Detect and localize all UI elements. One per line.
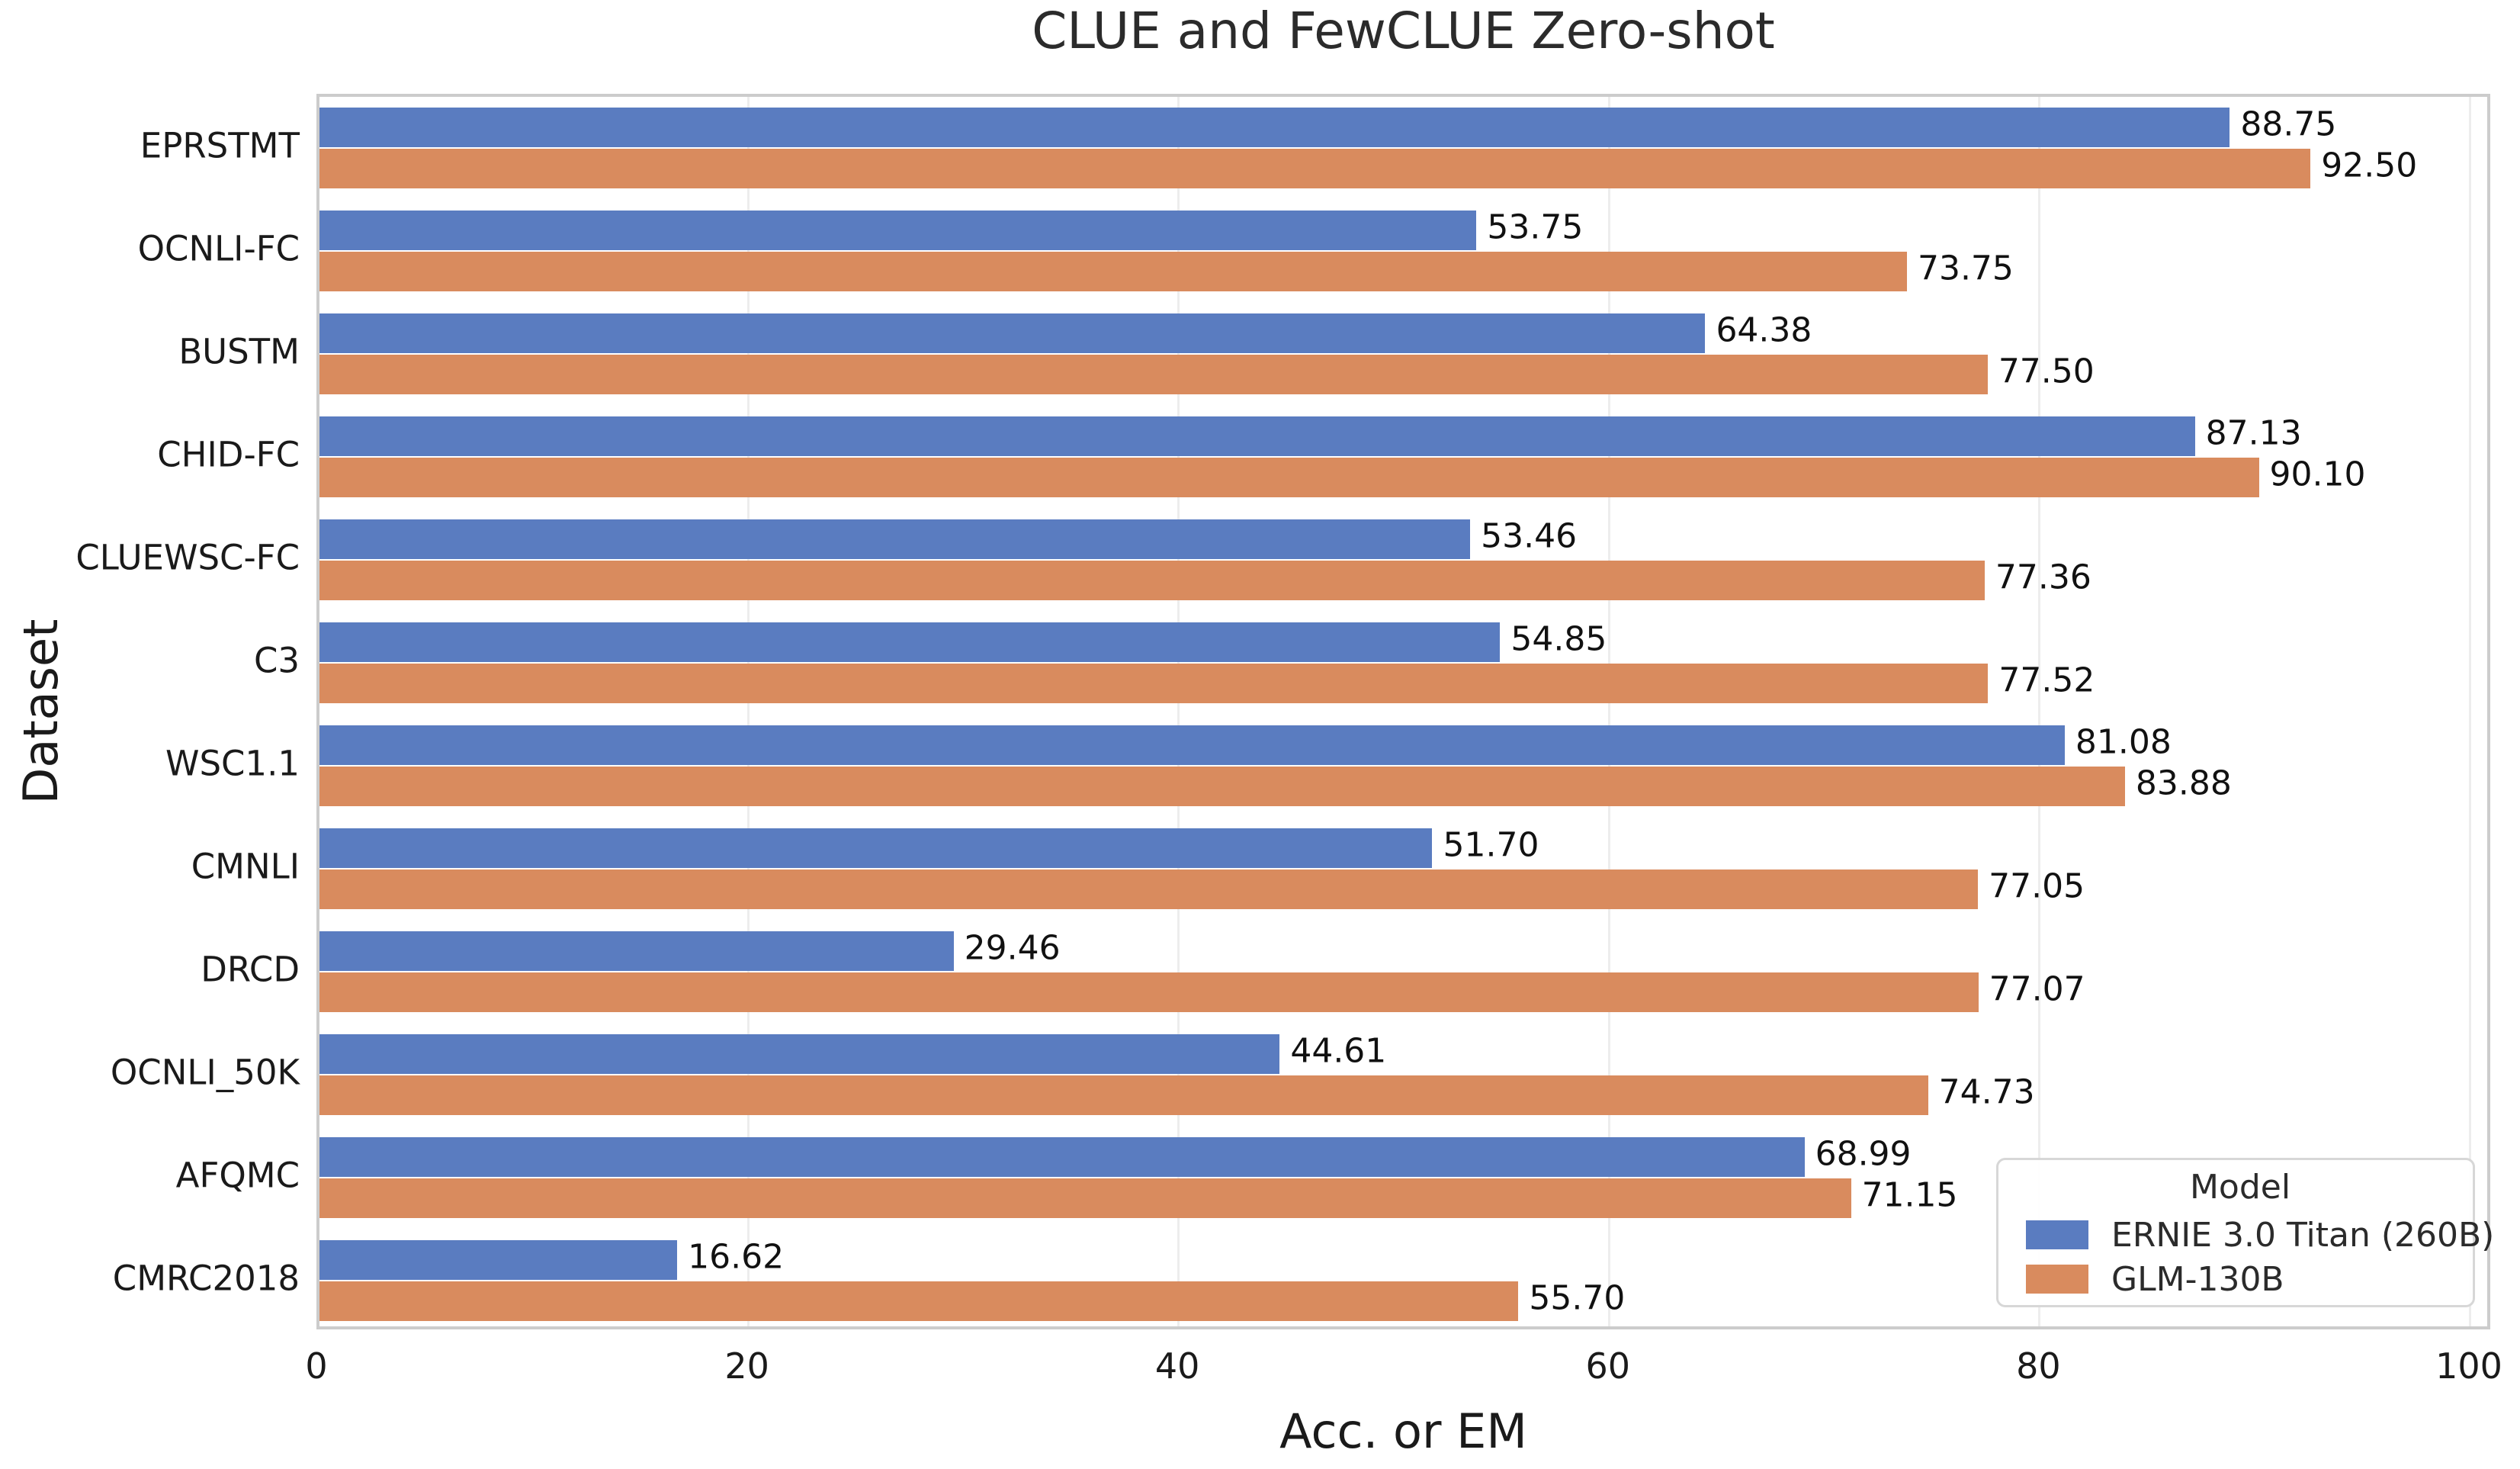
- value-label-glm-OCNLI-FC: 73.75: [1917, 249, 2014, 288]
- legend-swatch-ernie: [2026, 1220, 2088, 1249]
- value-label-ernie-CLUEWSC-FC: 53.46: [1481, 516, 1578, 556]
- bar-glm-WSC1.1: [319, 767, 2125, 806]
- x-tick-80: 80: [2016, 1345, 2061, 1387]
- value-label-ernie-CMRC2018: 16.62: [688, 1237, 785, 1277]
- legend-label-ernie: ERNIE 3.0 Titan (260B): [2111, 1215, 2495, 1255]
- bar-ernie-CHID-FC: [319, 416, 2195, 456]
- bar-ernie-DRCD: [319, 931, 954, 971]
- bar-glm-CMNLI: [319, 870, 1979, 909]
- gridline-x-80: [2038, 97, 2041, 1326]
- bar-glm-EPRSTMT: [319, 149, 2311, 188]
- x-tick-100: 100: [2435, 1345, 2502, 1387]
- bar-glm-CHID-FC: [319, 458, 2259, 497]
- bar-ernie-BUSTM: [319, 313, 1706, 353]
- value-label-ernie-OCNLI-FC: 53.75: [1487, 207, 1584, 247]
- y-tick-WSC1.1: WSC1.1: [165, 743, 300, 783]
- plot-area: [316, 94, 2490, 1329]
- bar-glm-OCNLI_50K: [319, 1075, 1928, 1115]
- value-label-glm-C3: 77.52: [1998, 661, 2095, 700]
- y-tick-OCNLI_50K: OCNLI_50K: [110, 1052, 300, 1092]
- bar-glm-BUSTM: [319, 355, 1988, 394]
- gridline-x-60: [1607, 97, 1610, 1326]
- y-tick-CLUEWSC-FC: CLUEWSC-FC: [75, 537, 300, 577]
- bar-glm-OCNLI-FC: [319, 252, 1907, 291]
- y-tick-EPRSTMT: EPRSTMT: [140, 125, 300, 166]
- value-label-ernie-CMNLI: 51.70: [1443, 825, 1539, 865]
- bar-glm-DRCD: [319, 972, 1979, 1012]
- gridline-x-100: [2469, 97, 2471, 1326]
- y-tick-BUSTM: BUSTM: [178, 331, 300, 371]
- value-label-glm-EPRSTMT: 92.50: [2321, 146, 2418, 185]
- value-label-ernie-CHID-FC: 87.13: [2205, 413, 2302, 453]
- gridline-x-20: [746, 97, 750, 1326]
- bar-ernie-OCNLI-FC: [319, 211, 1477, 250]
- y-tick-CMNLI: CMNLI: [191, 846, 300, 886]
- bar-ernie-AFQMC: [319, 1137, 1805, 1177]
- x-tick-60: 60: [1585, 1345, 1631, 1387]
- chart-title: CLUE and FewCLUE Zero-shot: [1032, 2, 1775, 60]
- legend-label-glm: GLM-130B: [2111, 1259, 2284, 1299]
- value-label-ernie-OCNLI_50K: 44.61: [1290, 1031, 1387, 1071]
- bar-ernie-WSC1.1: [319, 725, 2065, 765]
- legend-title: Model: [2189, 1168, 2291, 1207]
- legend-item: GLM-130B: [2026, 1257, 2454, 1301]
- value-label-ernie-DRCD: 29.46: [964, 928, 1061, 968]
- y-tick-AFQMC: AFQMC: [175, 1155, 300, 1195]
- legend-item: ERNIE 3.0 Titan (260B): [2026, 1213, 2494, 1257]
- value-label-glm-CLUEWSC-FC: 77.36: [1995, 558, 2091, 597]
- bar-glm-CLUEWSC-FC: [319, 561, 1985, 600]
- gridline-x-40: [1177, 97, 1180, 1326]
- bar-ernie-C3: [319, 622, 1501, 662]
- value-label-glm-OCNLI_50K: 74.73: [1938, 1072, 2035, 1112]
- value-label-ernie-AFQMC: 68.99: [1815, 1134, 1912, 1174]
- bar-ernie-EPRSTMT: [319, 108, 2230, 147]
- value-label-glm-BUSTM: 77.50: [1998, 352, 2095, 391]
- legend-swatch-glm: [2026, 1265, 2088, 1294]
- bar-glm-C3: [319, 664, 1989, 703]
- y-tick-CHID-FC: CHID-FC: [157, 434, 300, 474]
- value-label-glm-CMRC2018: 55.70: [1529, 1278, 1626, 1318]
- bar-glm-AFQMC: [319, 1178, 1851, 1218]
- x-tick-20: 20: [724, 1345, 769, 1387]
- value-label-ernie-EPRSTMT: 88.75: [2240, 104, 2337, 144]
- y-axis-label: Dataset: [12, 619, 69, 805]
- bar-ernie-CMNLI: [319, 828, 1433, 868]
- x-tick-40: 40: [1154, 1345, 1200, 1387]
- value-label-ernie-BUSTM: 64.38: [1716, 310, 1812, 350]
- x-tick-0: 0: [305, 1345, 328, 1387]
- y-tick-C3: C3: [253, 640, 300, 680]
- bar-ernie-OCNLI_50K: [319, 1034, 1280, 1074]
- y-tick-CMRC2018: CMRC2018: [112, 1258, 300, 1298]
- y-tick-OCNLI-FC: OCNLI-FC: [137, 228, 300, 268]
- value-label-glm-CMNLI: 77.05: [1989, 866, 2085, 906]
- value-label-glm-WSC1.1: 83.88: [2135, 763, 2232, 803]
- bar-ernie-CLUEWSC-FC: [319, 519, 1471, 559]
- value-label-glm-DRCD: 77.07: [1989, 969, 2085, 1009]
- bar-ernie-CMRC2018: [319, 1240, 678, 1280]
- bar-glm-CMRC2018: [319, 1281, 1519, 1321]
- value-label-glm-AFQMC: 71.15: [1861, 1175, 1958, 1215]
- value-label-ernie-WSC1.1: 81.08: [2075, 722, 2172, 762]
- x-axis-label: Acc. or EM: [1279, 1403, 1527, 1459]
- legend: Model ERNIE 3.0 Titan (260B) GLM-130B: [1996, 1158, 2494, 1307]
- value-label-glm-CHID-FC: 90.10: [2269, 455, 2366, 494]
- y-tick-DRCD: DRCD: [201, 949, 300, 989]
- value-label-ernie-C3: 54.85: [1510, 619, 1607, 659]
